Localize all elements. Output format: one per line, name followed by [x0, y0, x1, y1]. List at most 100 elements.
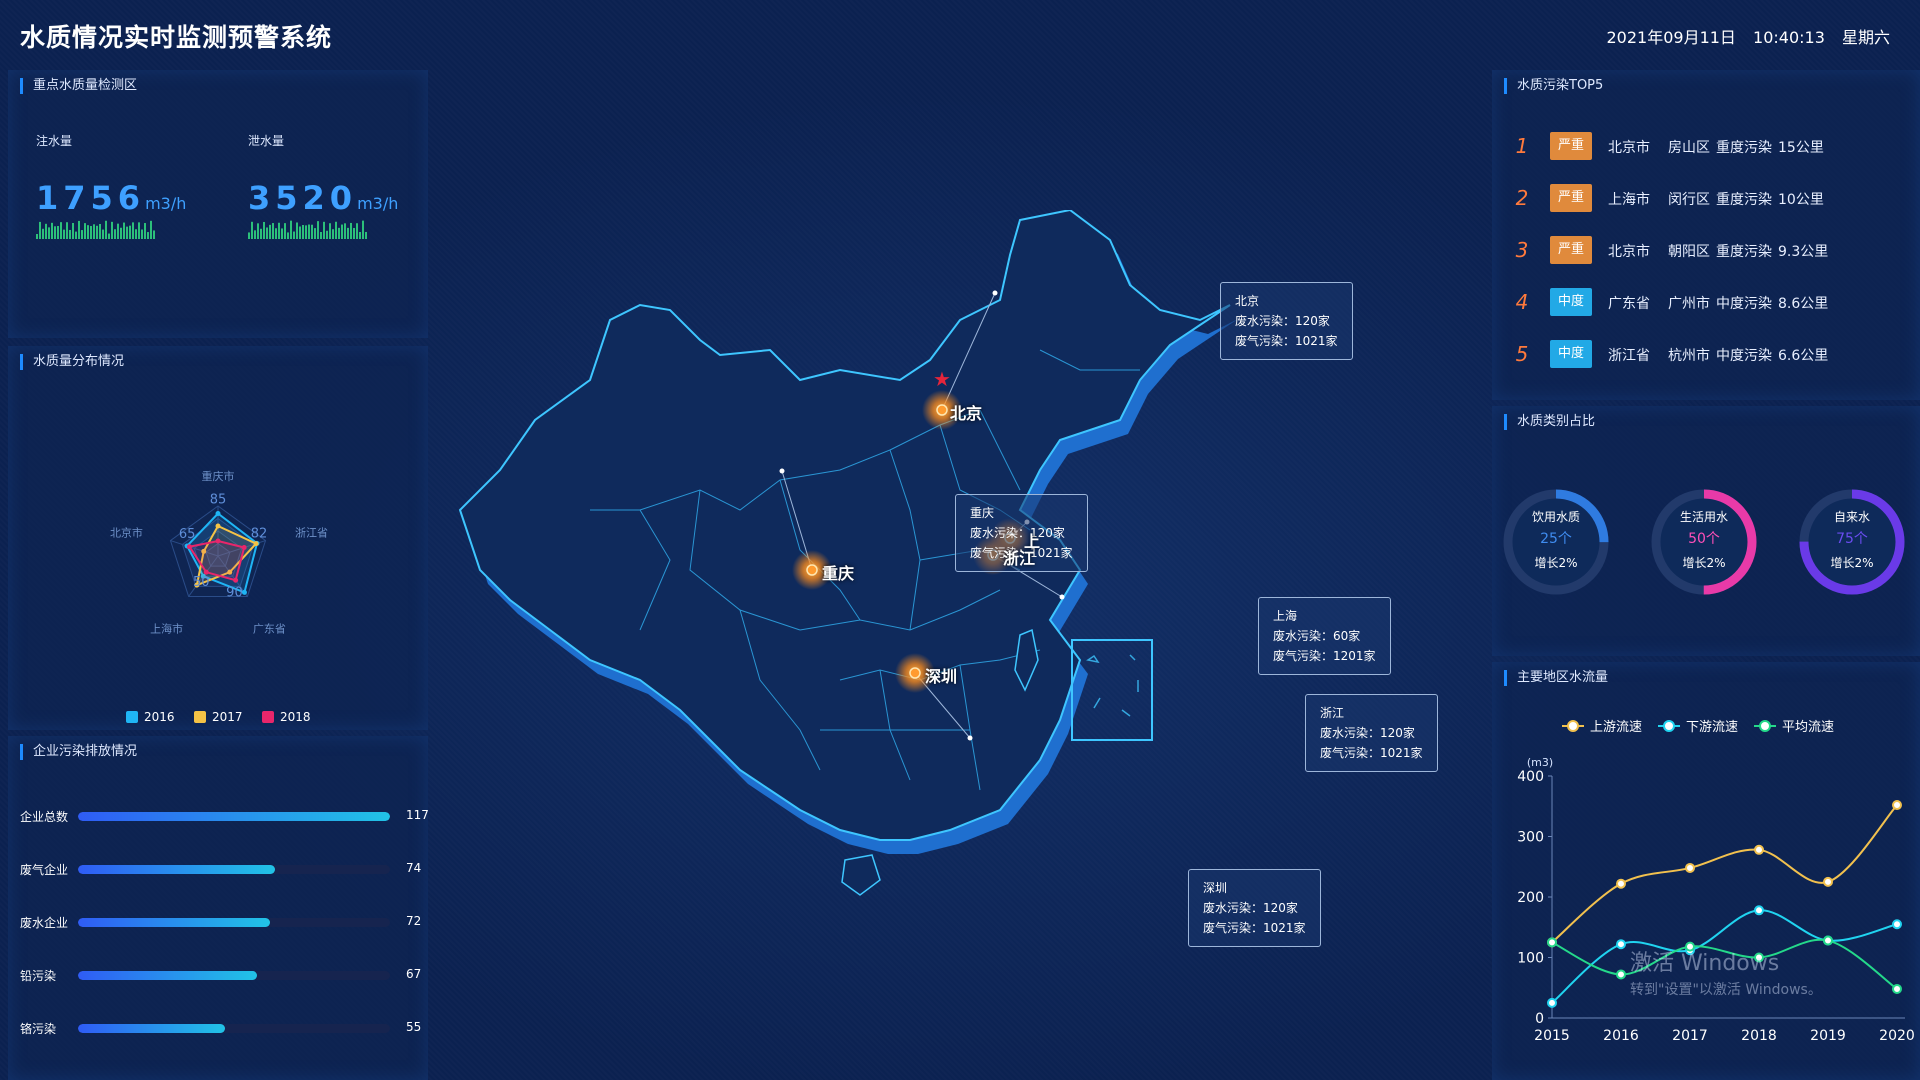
- watermark-line1: 激活 Windows: [1630, 951, 1780, 976]
- sparkline-bar: [90, 225, 92, 239]
- sparkline-bar: [284, 223, 286, 239]
- radar-legend-label: 2016: [144, 710, 175, 724]
- top5-rank: 4: [1515, 290, 1529, 314]
- outflow-sparkline: [248, 220, 367, 239]
- legend-label[interactable]: 下游流速: [1686, 720, 1738, 735]
- flow-point: [1547, 997, 1557, 1008]
- map-mainland: [458, 210, 1231, 841]
- top5-row[interactable]: 4 中度 广东省 广州市 中度污染 8.6公里: [1510, 288, 1910, 316]
- y-tick-label: 0: [1535, 1011, 1544, 1027]
- inflow-sparkline: [36, 220, 155, 239]
- tooltip-line: 废水污染：120家: [1320, 726, 1415, 740]
- sparkline-bar: [111, 221, 113, 239]
- sparkline-bar: [257, 223, 259, 239]
- sparkline-bar: [114, 229, 116, 239]
- sparkline-bar: [338, 227, 340, 239]
- sparkline-bar: [353, 228, 355, 239]
- city-marker-重庆[interactable]: [806, 564, 818, 576]
- tooltip-title: 重庆: [970, 506, 995, 520]
- city-label: 北京: [950, 404, 983, 423]
- city-tooltip: 重庆 废水污染：120家 废气污染：1021家: [955, 494, 1088, 572]
- flow-point: [1823, 935, 1833, 946]
- sparkline-bar: [99, 223, 101, 239]
- page-title: 水质情况实时监测预警系统: [20, 23, 333, 52]
- radar-panel-title: 水质量分布情况: [20, 354, 124, 370]
- radar-value-label: 82: [251, 526, 268, 541]
- sparkline-bar: [350, 222, 352, 239]
- top5-distance: 15公里: [1778, 140, 1824, 156]
- sparkline-bar: [138, 222, 140, 239]
- sparkline-bar: [332, 229, 334, 239]
- city-marker-深圳[interactable]: [909, 667, 921, 679]
- x-tick-label: 2020: [1879, 1028, 1915, 1044]
- sparkline-bar: [147, 232, 149, 239]
- tooltip-line: 废气污染：1021家: [970, 546, 1073, 560]
- sparkline-bar: [311, 224, 313, 239]
- sparkline-bar: [305, 225, 307, 239]
- top5-status: 重度污染: [1716, 244, 1772, 260]
- sparkline-bar: [141, 229, 143, 239]
- tooltip-leader-line: [941, 292, 996, 411]
- donut-name: 生活用水: [1679, 510, 1728, 524]
- top5-row[interactable]: 3 严重 北京市 朝阳区 重度污染 9.3公里: [1510, 236, 1910, 264]
- sparkline-bar: [84, 223, 86, 239]
- monitor-panel: 重点水质量检测区 注水量 1756m3/h 泄水量 3520m3/h: [8, 70, 428, 338]
- top5-distance: 9.3公里: [1778, 244, 1829, 260]
- sparkline-bar: [54, 226, 56, 239]
- capital-star-icon: ★: [933, 367, 951, 391]
- enterprise-bar-track: [78, 918, 390, 927]
- top5-province: 浙江省: [1608, 348, 1650, 364]
- sparkline-bar: [75, 231, 77, 239]
- enterprise-bar-fill: [78, 1024, 225, 1033]
- sparkline-bar: [296, 222, 298, 239]
- sparkline-bar: [365, 231, 367, 239]
- top5-level-badge: 严重: [1550, 184, 1592, 212]
- sparkline-bar: [254, 230, 256, 239]
- sparkline-bar: [362, 220, 364, 239]
- sparkline-bar: [87, 225, 89, 239]
- sparkline-bar: [144, 223, 146, 239]
- flow-series-上游流速: [1551, 804, 1898, 944]
- sparkline-bar: [102, 229, 104, 239]
- tooltip-anchor-dot: [779, 468, 785, 474]
- enterprise-row: 企业总数 117: [8, 806, 429, 826]
- radar-point: [215, 523, 221, 529]
- flow-point: [1616, 939, 1626, 950]
- sparkline-bar: [105, 220, 107, 239]
- enterprise-panel: 企业污染排放情况 企业总数 117 废气企业 74 废水企业 72 铅污染 67 铬污染 55: [8, 736, 429, 1080]
- sparkline-bar: [320, 232, 322, 239]
- top5-row[interactable]: 5 中度 浙江省 杭州市 中度污染 6.6公里: [1510, 340, 1910, 368]
- top5-status: 中度污染: [1716, 296, 1772, 312]
- flow-panel: 主要地区水流量 0 100 200 300 400 (m3) 2015 2016 2017 201…: [1492, 662, 1920, 1080]
- x-tick-label: 2019: [1810, 1028, 1846, 1044]
- top5-rank: 1: [1515, 134, 1529, 158]
- inflow-unit: m3/h: [145, 194, 187, 213]
- sparkline-bar: [69, 229, 71, 239]
- top5-panel-title: 水质污染TOP5: [1504, 78, 1603, 94]
- top5-row[interactable]: 1 严重 北京市 房山区 重度污染 15公里: [1510, 132, 1910, 160]
- flow-point: [1892, 800, 1902, 811]
- enterprise-value: 67: [406, 967, 422, 981]
- sparkline-bar: [78, 220, 80, 239]
- y-tick-label: 300: [1517, 830, 1544, 846]
- top5-province: 北京市: [1608, 244, 1650, 260]
- legend-label[interactable]: 平均流速: [1782, 720, 1834, 735]
- sparkline-bar: [57, 226, 59, 239]
- enterprise-value: 74: [406, 861, 422, 875]
- radar-point: [233, 577, 239, 583]
- sparkline-bar: [269, 224, 271, 239]
- flow-point: [1754, 905, 1764, 916]
- tooltip-line: 废气污染：1021家: [1235, 334, 1338, 348]
- legend-label[interactable]: 上游流速: [1590, 720, 1642, 735]
- south-sea-islands: [1086, 654, 1139, 717]
- sparkline-bar: [36, 234, 38, 239]
- top5-row[interactable]: 2 严重 上海市 闵行区 重度污染 10公里: [1510, 184, 1910, 212]
- city-label: 深圳: [925, 667, 958, 686]
- top5-province: 北京市: [1608, 140, 1650, 156]
- city-marker-北京[interactable]: [936, 404, 948, 416]
- radar-point: [253, 541, 259, 547]
- radar-indicator-label: 广东省: [253, 622, 286, 635]
- sparkline-bar: [272, 223, 274, 239]
- top5-province: 上海市: [1608, 192, 1650, 208]
- flow-point: [1754, 952, 1764, 963]
